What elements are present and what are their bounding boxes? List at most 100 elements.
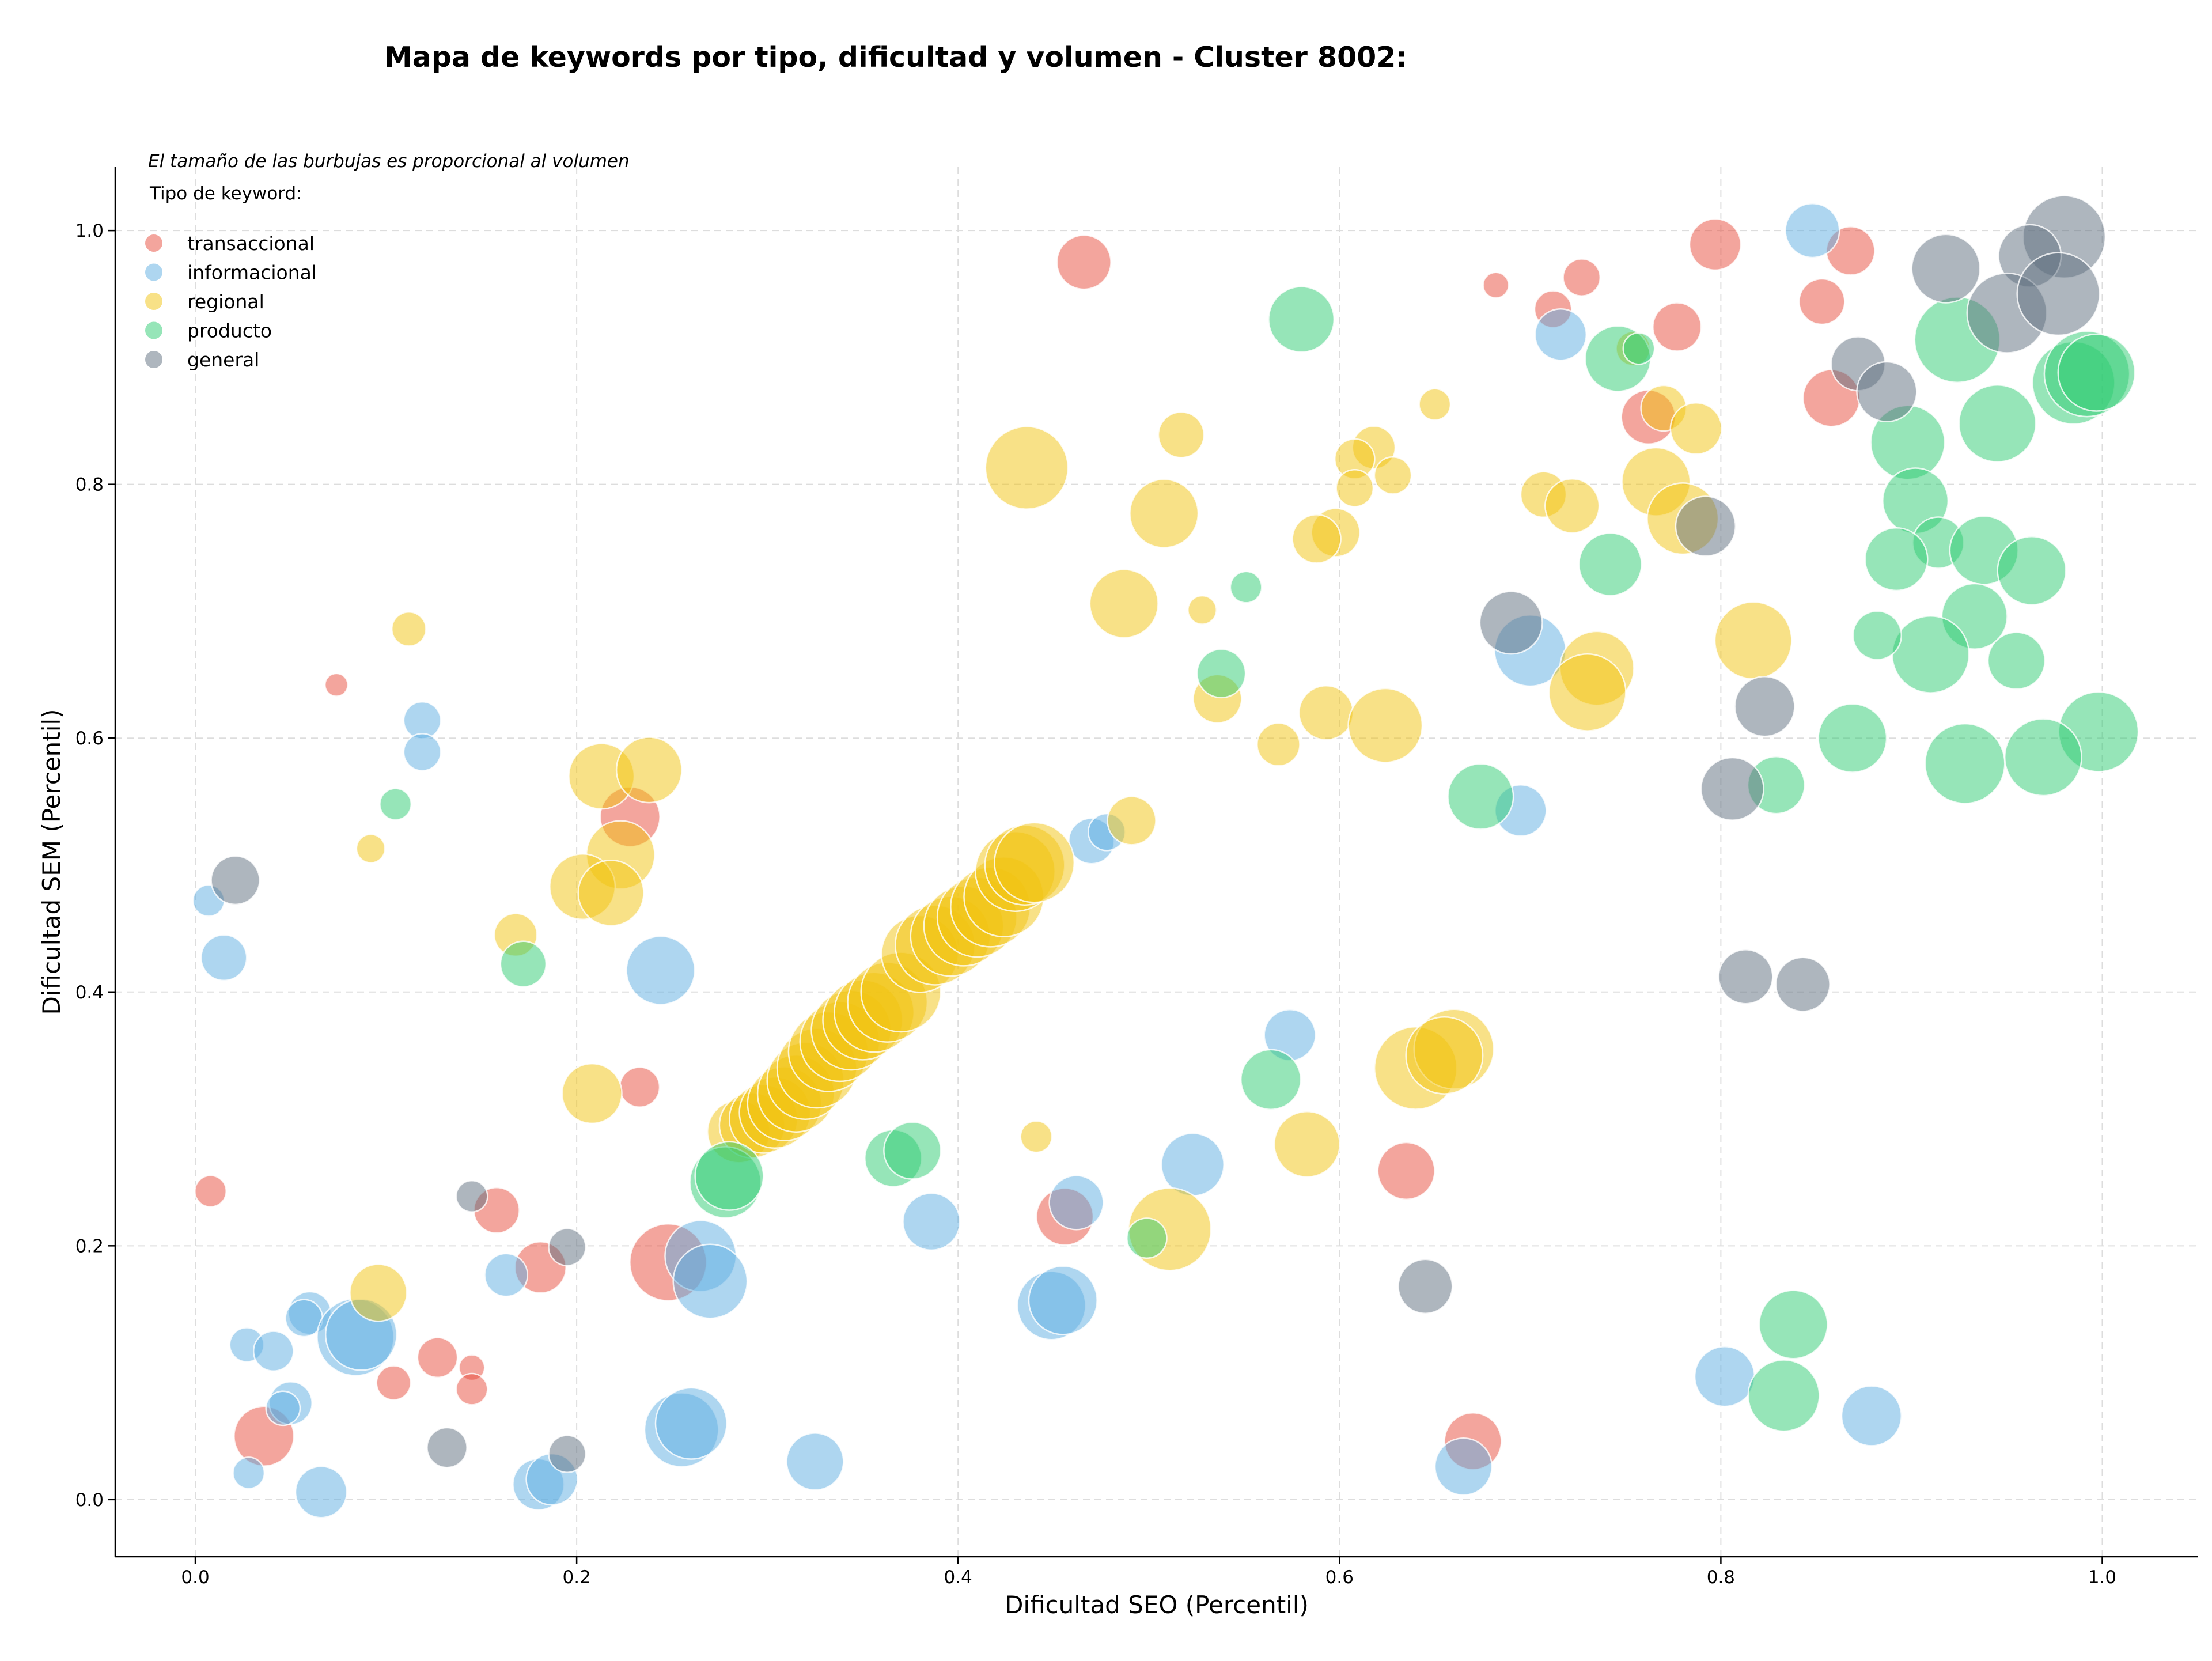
x-tick-label: 0.6 bbox=[1325, 1567, 1354, 1588]
bubble-transaccional bbox=[1652, 302, 1702, 352]
bubble-producto bbox=[1958, 384, 2037, 463]
bubble-regional bbox=[577, 859, 645, 927]
bubble-regional bbox=[1335, 468, 1374, 508]
x-tick-label: 0.8 bbox=[1707, 1567, 1735, 1588]
bubble-informacional bbox=[484, 1253, 528, 1297]
legend-label: producto bbox=[187, 320, 272, 342]
bubble-producto bbox=[1578, 532, 1642, 597]
bubble-producto bbox=[2003, 718, 2082, 797]
bubble-general bbox=[1718, 949, 1774, 1005]
bubble-transaccional bbox=[1056, 234, 1112, 290]
legend-marker bbox=[145, 293, 162, 310]
bubble-regional bbox=[1107, 796, 1157, 846]
bubble-producto bbox=[1622, 332, 1656, 365]
bubble-regional bbox=[1418, 388, 1452, 421]
bubble-informacional bbox=[654, 1387, 728, 1460]
bubble-producto bbox=[499, 940, 547, 988]
bubble-regional bbox=[1256, 722, 1301, 767]
x-tick-label: 1.0 bbox=[2088, 1567, 2116, 1588]
y-tick-label: 0.0 bbox=[75, 1490, 104, 1511]
bubble-regional bbox=[1020, 1120, 1053, 1153]
bubble-producto bbox=[883, 1121, 942, 1180]
bubble-general bbox=[426, 1427, 468, 1469]
bubble-producto bbox=[379, 788, 412, 821]
bubble-regional bbox=[1089, 569, 1159, 639]
bubble-transaccional bbox=[455, 1372, 488, 1406]
y-tick-label: 1.0 bbox=[75, 221, 104, 241]
bubble-producto bbox=[1852, 610, 1903, 661]
bubble-transaccional bbox=[376, 1365, 412, 1401]
bubble-transaccional bbox=[1562, 258, 1601, 297]
bubble-regional bbox=[561, 1062, 623, 1125]
legend-item-informacional: informacional bbox=[145, 262, 317, 284]
bubble-regional bbox=[355, 833, 386, 864]
bubble-general bbox=[1479, 591, 1543, 655]
legend-item-producto: producto bbox=[145, 320, 272, 342]
bubble-general bbox=[210, 855, 260, 906]
y-tick-label: 0.4 bbox=[75, 982, 104, 1003]
bubble-producto bbox=[1126, 1217, 1168, 1259]
bubble-transaccional bbox=[194, 1175, 227, 1208]
y-tick-label: 0.2 bbox=[75, 1236, 104, 1257]
legend-marker bbox=[145, 263, 162, 281]
bubble-producto bbox=[1758, 1289, 1828, 1360]
legend-item-transaccional: transaccional bbox=[145, 232, 315, 255]
bubble-informacional bbox=[1534, 308, 1588, 361]
bubble-general bbox=[455, 1179, 488, 1213]
bubble-transaccional bbox=[1688, 218, 1742, 271]
bubble-general bbox=[1675, 495, 1737, 557]
x-tick-label: 0.0 bbox=[181, 1567, 209, 1588]
bubble-producto bbox=[2057, 333, 2136, 412]
bubble-general bbox=[548, 1435, 586, 1473]
bubble-producto bbox=[1240, 1049, 1302, 1110]
bubble-transaccional bbox=[1798, 278, 1846, 326]
bubble-producto bbox=[1891, 615, 1970, 694]
bubble-regional bbox=[1714, 601, 1793, 680]
bubble-producto bbox=[694, 1141, 764, 1211]
legend-label: general bbox=[187, 349, 259, 371]
bubble-regional bbox=[1291, 514, 1342, 564]
bubble-regional bbox=[1373, 456, 1412, 495]
bubble-regional bbox=[1129, 478, 1199, 548]
bubble-producto bbox=[1864, 527, 1929, 592]
bubble-informacional bbox=[1160, 1132, 1225, 1197]
bubble-regional bbox=[1347, 687, 1423, 763]
legend-marker bbox=[145, 351, 162, 368]
legend-label: informacional bbox=[187, 262, 317, 284]
bubble-producto bbox=[1924, 722, 2006, 804]
bubble-regional bbox=[1157, 411, 1205, 459]
bubble-informacional bbox=[1048, 1175, 1104, 1231]
bubble-general bbox=[1734, 676, 1796, 737]
bubble-general bbox=[1700, 756, 1764, 821]
bubble-informacional bbox=[294, 1465, 348, 1519]
bubble-general bbox=[1911, 233, 1981, 304]
x-tick-label: 0.4 bbox=[944, 1567, 972, 1588]
bubble-informacional bbox=[1785, 202, 1840, 259]
bubble-informacional bbox=[1694, 1346, 1756, 1408]
bubble-general bbox=[1775, 956, 1831, 1012]
bubble-informacional bbox=[1434, 1437, 1493, 1496]
legend-item-general: general bbox=[145, 349, 259, 371]
bubble-transaccional bbox=[416, 1337, 459, 1379]
bubble-informacional bbox=[786, 1432, 844, 1491]
bubble-informacional bbox=[1840, 1385, 1903, 1447]
bubble-regional bbox=[1298, 685, 1354, 741]
bubble-regional bbox=[349, 1263, 408, 1322]
bubble-informacional bbox=[1028, 1265, 1098, 1335]
x-tick-label: 0.2 bbox=[562, 1567, 590, 1588]
bubble-informacional bbox=[200, 934, 248, 982]
legend: El tamaño de las burbujas es proporciona… bbox=[145, 151, 630, 371]
bubble-informacional bbox=[252, 1330, 294, 1372]
bubble-regional bbox=[1187, 595, 1217, 625]
bubble-regional bbox=[984, 426, 1069, 510]
bubble-general bbox=[1856, 361, 1918, 423]
bubble-producto bbox=[1268, 286, 1335, 353]
axes bbox=[114, 167, 2198, 1558]
bubble-producto bbox=[1447, 763, 1514, 830]
bubble-regional bbox=[994, 822, 1075, 903]
bubble-regional bbox=[615, 736, 683, 804]
legend-title: Tipo de keyword: bbox=[149, 183, 302, 204]
x-axis-label: Dificultad SEO (Percentil) bbox=[1005, 1591, 1309, 1619]
legend-marker bbox=[145, 321, 162, 339]
axis-ticks: 0.0 0.2 0.4 0.6 0.8 1.0 0.0 0.2 0.4 0.6 0.8 1.0 bbox=[75, 221, 2116, 1588]
